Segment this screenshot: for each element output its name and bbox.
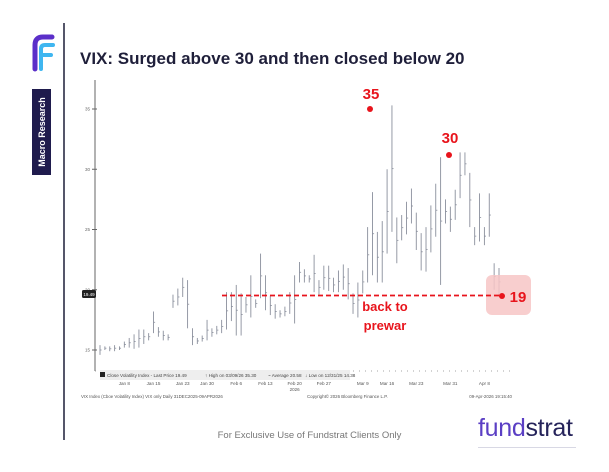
x-tick-label: Feb 13 — [258, 381, 273, 386]
legend-series: Close Volatility Index - Last Price 19.4… — [107, 373, 187, 378]
x-tick-label: Feb 6 — [230, 381, 242, 386]
y-tick-label: 15 — [85, 348, 91, 353]
peak-35-marker — [367, 106, 373, 112]
last-price-tag — [82, 290, 96, 298]
divider-line — [63, 23, 65, 440]
peak-30-marker — [446, 152, 452, 158]
footer-rule — [478, 447, 576, 448]
x-tick-label: Mar 16 — [380, 381, 395, 386]
legend-high: ↑ High on 03/09/26 35.30 — [205, 373, 257, 378]
legend-average: ~ Average 20.58 — [268, 373, 302, 378]
x-tick-label: Jan 8 — [119, 381, 131, 386]
prewar-label: prewar — [364, 318, 407, 333]
plot-area — [95, 80, 515, 370]
x-tick-label: Mar 9 — [357, 381, 369, 386]
fundstrat-wordmark: fundstrat — [478, 414, 573, 443]
last-price-label: 19.49 — [83, 292, 95, 297]
peak-35-label: 35 — [363, 86, 380, 103]
y-tick-label: 20 — [85, 287, 91, 292]
y-tick-label: 25 — [85, 227, 91, 232]
page-title: VIX: Surged above 30 and then closed bel… — [80, 49, 465, 68]
x-tick-label: Mar 31 — [443, 381, 458, 386]
y-tick-label: 30 — [85, 167, 91, 172]
y-tick-label: 35 — [85, 107, 91, 112]
fundstrat-logo-icon — [32, 34, 55, 72]
macro-research-label: Macro Research — [32, 89, 51, 175]
source-mid: Copyright© 2026 Bloomberg Finance L.P. — [307, 394, 388, 399]
x-tick-label: Mar 23 — [409, 381, 424, 386]
source-left: VIX Index (Cboe Volatility Index) VIX on… — [81, 394, 223, 399]
x-tick-label: Feb 27 — [317, 381, 332, 386]
legend-low: ↓ Low on 12/31/25 14.38 — [305, 373, 356, 378]
x-tick-label: Jan 23 — [176, 381, 190, 386]
legend-swatch — [100, 372, 105, 377]
back-to-label: back to — [362, 299, 408, 314]
close-19-marker — [499, 293, 505, 299]
highlight-box — [486, 275, 531, 315]
x-tick-label: Apr 8 — [479, 381, 490, 386]
x-tick-label: Feb 20 — [287, 381, 302, 386]
source-right: 09-Apr-2026 19:15:40 — [469, 394, 512, 399]
brand-part1: fund — [478, 414, 526, 442]
x-tick-label: Jan 30 — [200, 381, 214, 386]
footer-disclaimer: For Exclusive Use of Fundstrat Clients O… — [217, 430, 402, 441]
legend-box — [100, 370, 350, 380]
close-19-label: 19 — [510, 289, 527, 306]
peak-30-label: 30 — [442, 130, 459, 147]
brand-part2: strat — [525, 414, 573, 442]
year-label: 2026 — [290, 387, 301, 392]
x-tick-label: Jan 15 — [147, 381, 161, 386]
